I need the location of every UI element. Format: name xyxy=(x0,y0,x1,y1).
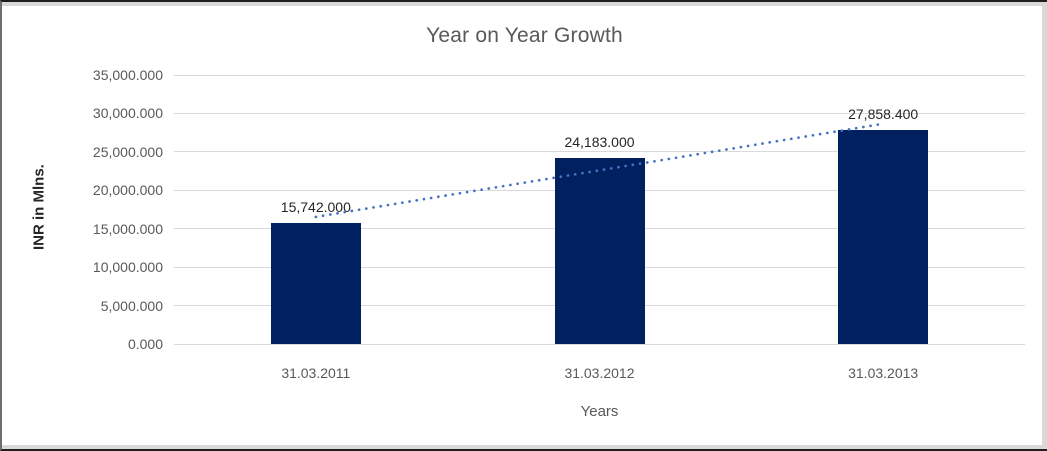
data-label: 27,858.400 xyxy=(848,105,919,122)
x-axis-title: Years xyxy=(580,403,619,420)
gridline xyxy=(174,343,1025,345)
trendline xyxy=(314,122,885,219)
data-label: 24,183.000 xyxy=(564,134,635,151)
x-axis-tick-label: 31.03.2013 xyxy=(848,365,919,381)
x-axis-tick-label: 31.03.2012 xyxy=(564,365,635,381)
y-axis-tick-label: 0.000 xyxy=(127,336,163,352)
bar xyxy=(838,129,929,344)
y-axis-tick-label: 25,000.000 xyxy=(92,143,163,160)
trendline-path xyxy=(314,122,885,219)
y-axis-tick-label: 35,000.000 xyxy=(92,67,163,83)
data-label: 15,742.000 xyxy=(280,199,351,215)
bar xyxy=(554,158,645,344)
gridline xyxy=(174,74,1025,76)
gridline xyxy=(174,112,1025,114)
y-axis-tick-label: 15,000.000 xyxy=(92,220,163,237)
gridline xyxy=(174,151,1025,153)
y-axis-tick-label: 20,000.000 xyxy=(92,182,163,199)
chart-title: Year on Year Growth xyxy=(426,24,623,47)
x-axis-tick-label: 31.03.2011 xyxy=(281,365,351,381)
y-axis-tick-label: 30,000.000 xyxy=(92,105,163,122)
y-axis-tick-label: 10,000.000 xyxy=(92,259,163,276)
bar xyxy=(270,223,361,344)
y-axis-tick-label: 5,000.000 xyxy=(100,297,163,314)
